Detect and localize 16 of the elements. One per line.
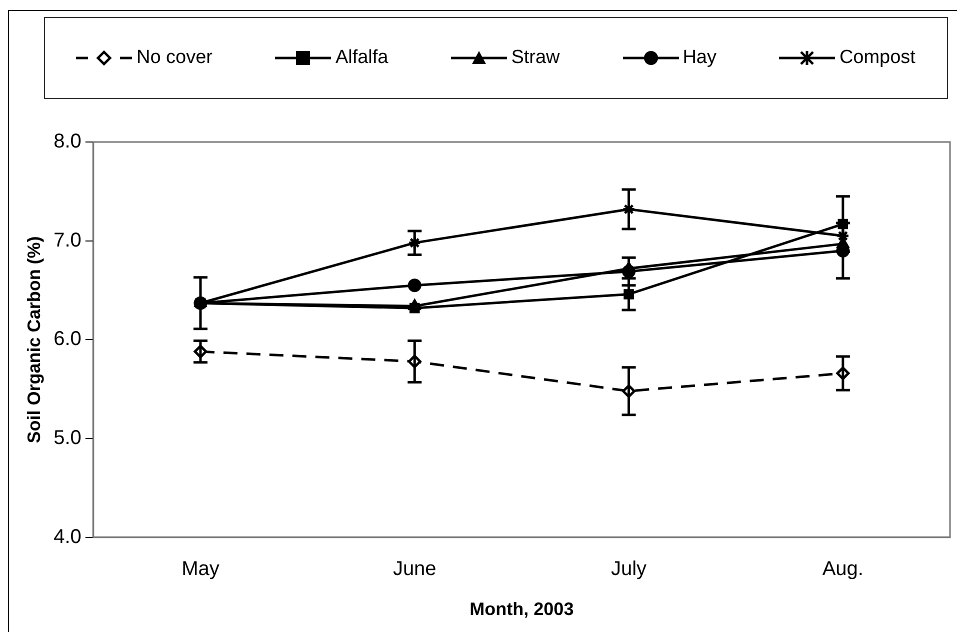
y-tick-label: 8.0 <box>54 130 82 153</box>
x-tick-label: Aug. <box>822 558 864 580</box>
legend-label: Hay <box>682 47 716 69</box>
legend-label: Alfalfa <box>335 47 388 69</box>
y-tick-label: 5.0 <box>54 427 82 450</box>
y-axis-title: Soil Organic Carbon (%) <box>24 236 44 444</box>
y-tick-label: 7.0 <box>54 229 82 252</box>
legend-label: No cover <box>136 47 212 69</box>
legend-label: Compost <box>839 47 916 69</box>
x-tick-label: May <box>182 558 220 580</box>
x-axis-title: Month, 2003 <box>470 599 574 620</box>
y-tick-label: 4.0 <box>54 526 82 548</box>
y-tick-label: 6.0 <box>54 328 82 350</box>
legend-label: Straw <box>511 47 560 69</box>
x-tick-label: July <box>610 558 647 580</box>
x-tick-label: June <box>392 558 436 580</box>
